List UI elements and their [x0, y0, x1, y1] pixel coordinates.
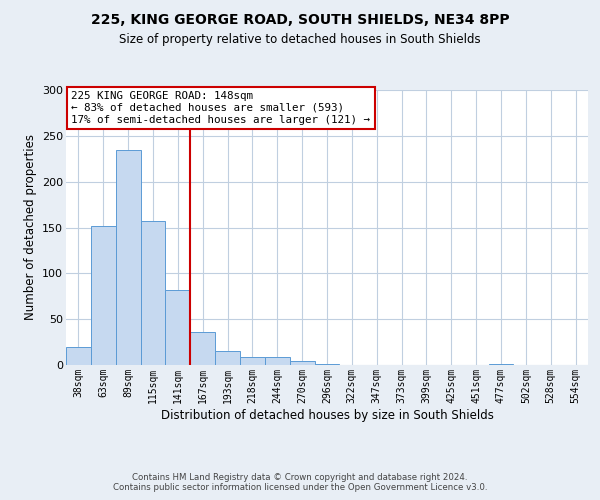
Text: Size of property relative to detached houses in South Shields: Size of property relative to detached ho… [119, 32, 481, 46]
Y-axis label: Number of detached properties: Number of detached properties [23, 134, 37, 320]
Text: 225 KING GEORGE ROAD: 148sqm
← 83% of detached houses are smaller (593)
17% of s: 225 KING GEORGE ROAD: 148sqm ← 83% of de… [71, 92, 370, 124]
X-axis label: Distribution of detached houses by size in South Shields: Distribution of detached houses by size … [161, 408, 493, 422]
Bar [265, 357, 290, 365]
Bar [116, 150, 140, 365]
Bar [240, 357, 265, 365]
Bar [166, 290, 190, 365]
Bar [91, 226, 116, 365]
Bar [66, 346, 91, 365]
Bar [290, 362, 314, 365]
Bar [488, 364, 514, 365]
Text: 225, KING GEORGE ROAD, SOUTH SHIELDS, NE34 8PP: 225, KING GEORGE ROAD, SOUTH SHIELDS, NE… [91, 12, 509, 26]
Bar [215, 351, 240, 365]
Bar [190, 332, 215, 365]
Bar [314, 364, 340, 365]
Text: Contains HM Land Registry data © Crown copyright and database right 2024.
Contai: Contains HM Land Registry data © Crown c… [113, 473, 487, 492]
Bar [140, 221, 166, 365]
